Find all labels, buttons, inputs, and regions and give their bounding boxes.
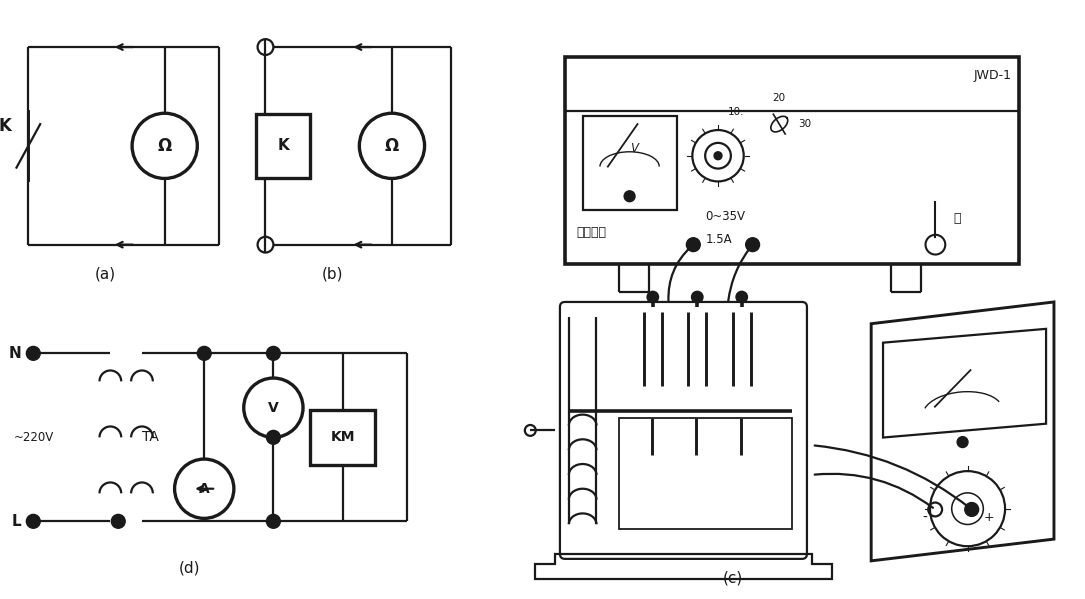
Bar xyxy=(583,116,677,210)
Bar xyxy=(310,410,374,464)
Text: Ω: Ω xyxy=(385,137,399,155)
Circle shape xyxy=(26,346,40,360)
Text: (a): (a) xyxy=(94,267,116,282)
Text: V: V xyxy=(268,401,279,415)
Circle shape xyxy=(714,152,722,160)
Text: 0~35V: 0~35V xyxy=(705,210,745,223)
Text: 稳压电源: 稳压电源 xyxy=(577,226,607,240)
Text: (d): (d) xyxy=(179,560,200,575)
Circle shape xyxy=(736,291,749,304)
Circle shape xyxy=(624,191,635,202)
Text: KM: KM xyxy=(330,430,355,444)
Text: K: K xyxy=(278,138,289,153)
Text: ~220V: ~220V xyxy=(13,431,54,444)
Circle shape xyxy=(647,291,660,304)
Text: (b): (b) xyxy=(322,267,344,282)
Text: JWD-1: JWD-1 xyxy=(973,69,1011,82)
Circle shape xyxy=(965,503,979,516)
Text: +: + xyxy=(984,511,994,524)
Circle shape xyxy=(687,238,700,252)
Circle shape xyxy=(267,431,280,444)
Circle shape xyxy=(267,515,280,528)
Bar xyxy=(620,418,792,530)
Text: 30: 30 xyxy=(799,119,812,129)
Text: V: V xyxy=(630,143,639,155)
Text: TA: TA xyxy=(142,430,158,444)
Circle shape xyxy=(112,515,125,528)
Polygon shape xyxy=(871,302,1054,561)
Text: 1.5A: 1.5A xyxy=(705,233,731,246)
Circle shape xyxy=(745,238,760,252)
Text: 10.: 10. xyxy=(728,107,744,117)
Bar xyxy=(256,114,310,178)
Circle shape xyxy=(26,515,40,528)
Text: -: - xyxy=(922,510,928,524)
Circle shape xyxy=(267,346,280,360)
Text: 开: 开 xyxy=(954,213,960,225)
Circle shape xyxy=(957,437,968,447)
Text: 20: 20 xyxy=(773,93,786,104)
FancyBboxPatch shape xyxy=(560,302,807,559)
Text: (c): (c) xyxy=(723,570,743,585)
Circle shape xyxy=(691,291,704,304)
Text: A: A xyxy=(199,482,209,496)
Circle shape xyxy=(197,346,212,360)
Text: N: N xyxy=(9,346,22,361)
Text: K: K xyxy=(0,117,12,135)
Text: L: L xyxy=(12,514,22,529)
Text: Ω: Ω xyxy=(157,137,171,155)
Bar xyxy=(565,57,1020,264)
